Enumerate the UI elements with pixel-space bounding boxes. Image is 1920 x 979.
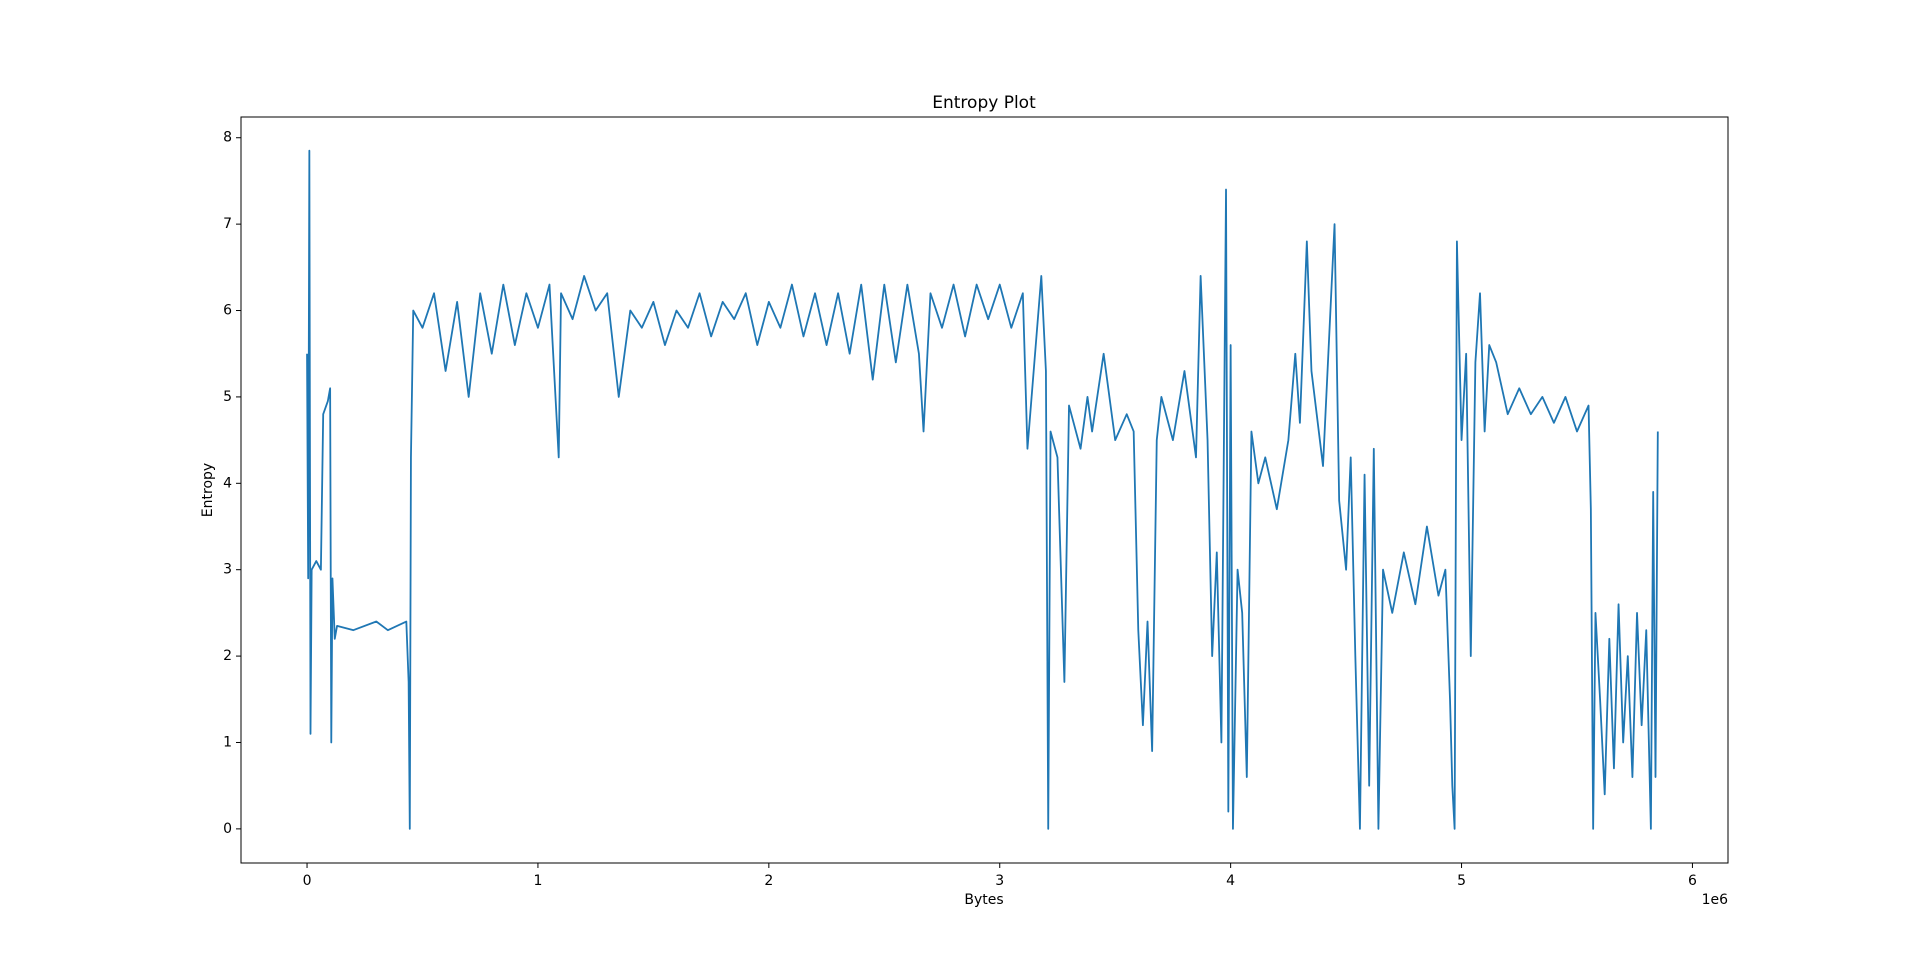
- x-tick-label: 0: [303, 873, 312, 889]
- x-tick-label: 6: [1688, 873, 1697, 889]
- x-axis-label: Bytes: [964, 892, 1003, 908]
- y-axis-label: Entropy: [200, 463, 216, 517]
- y-tick-label: 7: [223, 216, 232, 232]
- y-tick-label: 8: [223, 130, 232, 146]
- y-tick-label: 2: [223, 648, 232, 664]
- y-tick-label: 1: [223, 734, 232, 750]
- y-tick-label: 0: [223, 821, 232, 837]
- chart-title: Entropy Plot: [932, 93, 1036, 113]
- y-tick-label: 4: [223, 475, 232, 491]
- x-offset-label: 1e6: [1702, 892, 1729, 908]
- x-tick-label: 2: [764, 873, 773, 889]
- entropy-line: [306, 149, 1659, 830]
- x-tick-label: 1: [533, 873, 542, 889]
- y-tick-label: 6: [223, 303, 232, 319]
- x-tick-label: 3: [995, 873, 1004, 889]
- y-tick-label: 3: [223, 562, 232, 578]
- x-tick-label: 4: [1226, 873, 1235, 889]
- y-tick-label: 5: [223, 389, 232, 405]
- plot-frame: [240, 116, 1729, 864]
- x-tick-label: 5: [1457, 873, 1466, 889]
